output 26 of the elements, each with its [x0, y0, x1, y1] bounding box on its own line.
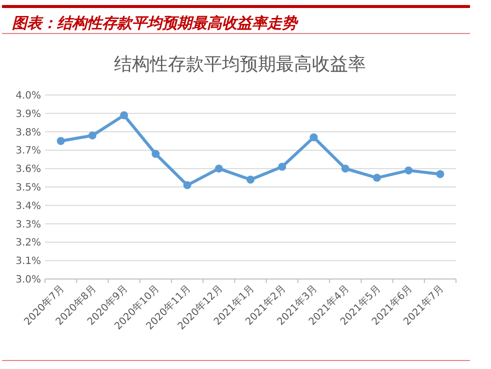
point: [278, 162, 286, 171]
y-tick-label: 3.1%: [16, 256, 41, 268]
y-tick-label: 3.5%: [16, 182, 41, 194]
point: [372, 174, 381, 182]
point: [120, 111, 128, 120]
y-tick-label: 3.7%: [16, 146, 41, 157]
y-tick-label: 3.8%: [16, 127, 41, 138]
point: [56, 137, 65, 145]
y-tick-label: 3.4%: [16, 200, 41, 212]
point: [152, 150, 160, 158]
y-tick-label: 3.3%: [16, 219, 41, 230]
point: [88, 131, 96, 140]
point: [183, 181, 192, 190]
y-tick-label: 4.0%: [16, 90, 41, 102]
point: [246, 176, 254, 184]
y-tick-label: 3.2%: [16, 238, 41, 249]
y-tick-label: 3.9%: [16, 108, 41, 120]
point: [436, 170, 444, 178]
point: [404, 166, 413, 174]
chart-subtitle: 结构性存款平均预期最高收益率: [114, 54, 366, 75]
y-tick-label: 3.6%: [16, 164, 41, 176]
point: [214, 164, 223, 173]
chart-title: 图表：结构性存款平均预期最高收益率走势: [12, 14, 299, 32]
point: [310, 133, 318, 142]
y-tick-label: 3.0%: [16, 274, 41, 286]
point: [341, 164, 350, 173]
